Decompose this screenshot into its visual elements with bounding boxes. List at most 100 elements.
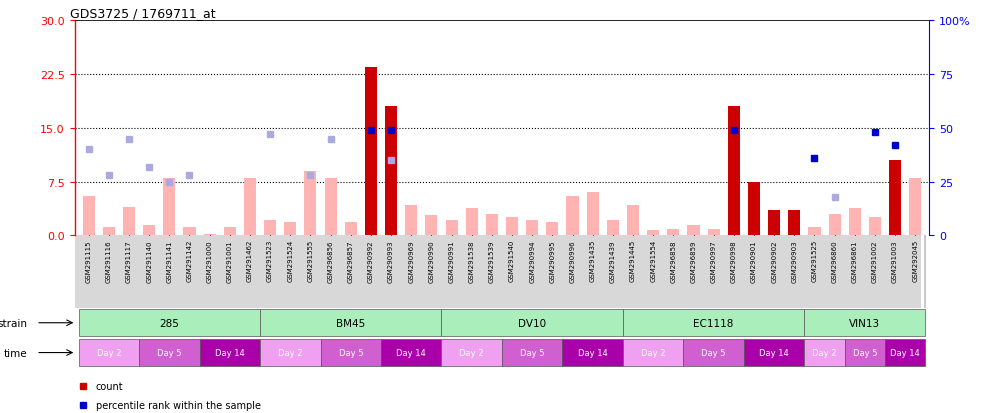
Text: GSM290995: GSM290995 <box>550 240 556 282</box>
Text: GSM291000: GSM291000 <box>207 240 213 282</box>
Bar <box>204 235 216 236</box>
Bar <box>627 206 639 236</box>
Bar <box>486 214 498 236</box>
Text: GSM290903: GSM290903 <box>791 240 797 282</box>
Text: DV10: DV10 <box>518 318 547 328</box>
Bar <box>79 339 139 366</box>
Text: VIN13: VIN13 <box>849 318 881 328</box>
Bar <box>506 218 518 236</box>
Bar <box>747 182 760 236</box>
Text: Day 14: Day 14 <box>397 348 426 357</box>
Text: Day 2: Day 2 <box>278 348 302 357</box>
Bar <box>728 107 740 236</box>
Text: GSM296856: GSM296856 <box>328 240 334 282</box>
Bar <box>829 214 841 236</box>
Bar <box>139 339 200 366</box>
Text: 285: 285 <box>159 318 179 328</box>
Bar <box>385 107 398 236</box>
Text: Day 5: Day 5 <box>853 348 877 357</box>
Text: GSM291439: GSM291439 <box>610 240 616 282</box>
Text: GSM291445: GSM291445 <box>630 240 636 282</box>
Bar <box>381 339 441 366</box>
Text: Day 14: Day 14 <box>759 348 789 357</box>
Bar <box>425 216 437 236</box>
Text: GSM291117: GSM291117 <box>126 240 132 282</box>
Bar <box>728 154 740 236</box>
Bar <box>910 178 921 236</box>
Bar <box>260 339 320 366</box>
Text: GSM291003: GSM291003 <box>893 240 899 282</box>
Bar <box>849 209 861 236</box>
Text: Day 14: Day 14 <box>215 348 245 357</box>
Text: GSM290994: GSM290994 <box>529 240 535 282</box>
Text: GSM291554: GSM291554 <box>650 240 656 282</box>
Bar <box>465 209 478 236</box>
Text: GSM291142: GSM291142 <box>187 240 193 282</box>
Bar <box>889 161 902 236</box>
Bar <box>768 211 780 236</box>
Text: GSM290901: GSM290901 <box>751 240 757 282</box>
Text: GSM290990: GSM290990 <box>428 240 434 282</box>
Text: GSM296859: GSM296859 <box>691 240 697 282</box>
Bar <box>744 339 804 366</box>
Text: count: count <box>96 381 123 391</box>
Text: strain: strain <box>0 318 28 328</box>
Bar <box>586 193 598 236</box>
Bar <box>623 339 684 366</box>
Text: GSM296861: GSM296861 <box>852 240 858 282</box>
Bar <box>708 229 720 236</box>
Text: Day 5: Day 5 <box>339 348 363 357</box>
Bar <box>365 214 377 236</box>
Text: EC1118: EC1118 <box>694 318 734 328</box>
Bar <box>79 310 260 336</box>
Text: GSM291116: GSM291116 <box>105 240 111 282</box>
Bar <box>304 171 316 236</box>
Text: GSM291001: GSM291001 <box>227 240 233 282</box>
Bar <box>345 223 357 236</box>
Bar <box>788 211 800 236</box>
Bar <box>623 310 804 336</box>
Bar <box>502 339 563 366</box>
Text: GSM290992: GSM290992 <box>368 240 374 282</box>
Text: GDS3725 / 1769711_at: GDS3725 / 1769711_at <box>71 7 216 20</box>
Text: GSM291462: GSM291462 <box>247 240 252 282</box>
Bar <box>563 339 623 366</box>
Text: Day 5: Day 5 <box>702 348 726 357</box>
Text: GSM291524: GSM291524 <box>287 240 293 282</box>
Text: GSM290997: GSM290997 <box>711 240 717 282</box>
Bar <box>808 227 820 236</box>
Text: GSM292045: GSM292045 <box>912 240 918 282</box>
Bar <box>102 227 115 236</box>
Text: Day 5: Day 5 <box>520 348 545 357</box>
Bar <box>788 214 800 236</box>
Text: Day 2: Day 2 <box>459 348 484 357</box>
Bar <box>804 339 845 366</box>
Text: GSM291115: GSM291115 <box>85 240 91 282</box>
Bar <box>747 233 760 236</box>
Text: GSM291538: GSM291538 <box>469 240 475 282</box>
Text: GSM290991: GSM290991 <box>448 240 454 282</box>
Bar <box>526 220 539 236</box>
Text: GSM291555: GSM291555 <box>307 240 313 282</box>
Bar <box>406 206 417 236</box>
Bar <box>264 220 276 236</box>
Bar <box>385 233 398 236</box>
Bar <box>804 310 925 336</box>
Bar <box>163 178 175 236</box>
Text: GSM291523: GSM291523 <box>267 240 273 282</box>
Text: Day 2: Day 2 <box>641 348 665 357</box>
Text: Day 14: Day 14 <box>578 348 607 357</box>
Bar <box>647 231 659 236</box>
Bar <box>320 339 381 366</box>
Text: GSM290902: GSM290902 <box>771 240 777 282</box>
Text: GSM290993: GSM290993 <box>388 240 394 282</box>
Text: GSM291539: GSM291539 <box>489 240 495 282</box>
Bar <box>885 339 925 366</box>
Text: BM45: BM45 <box>336 318 366 328</box>
Bar <box>260 310 441 336</box>
Text: percentile rank within the sample: percentile rank within the sample <box>96 400 260 410</box>
Text: GSM291525: GSM291525 <box>811 240 817 282</box>
Bar <box>667 229 679 236</box>
Bar <box>244 178 256 236</box>
Bar <box>845 339 885 366</box>
